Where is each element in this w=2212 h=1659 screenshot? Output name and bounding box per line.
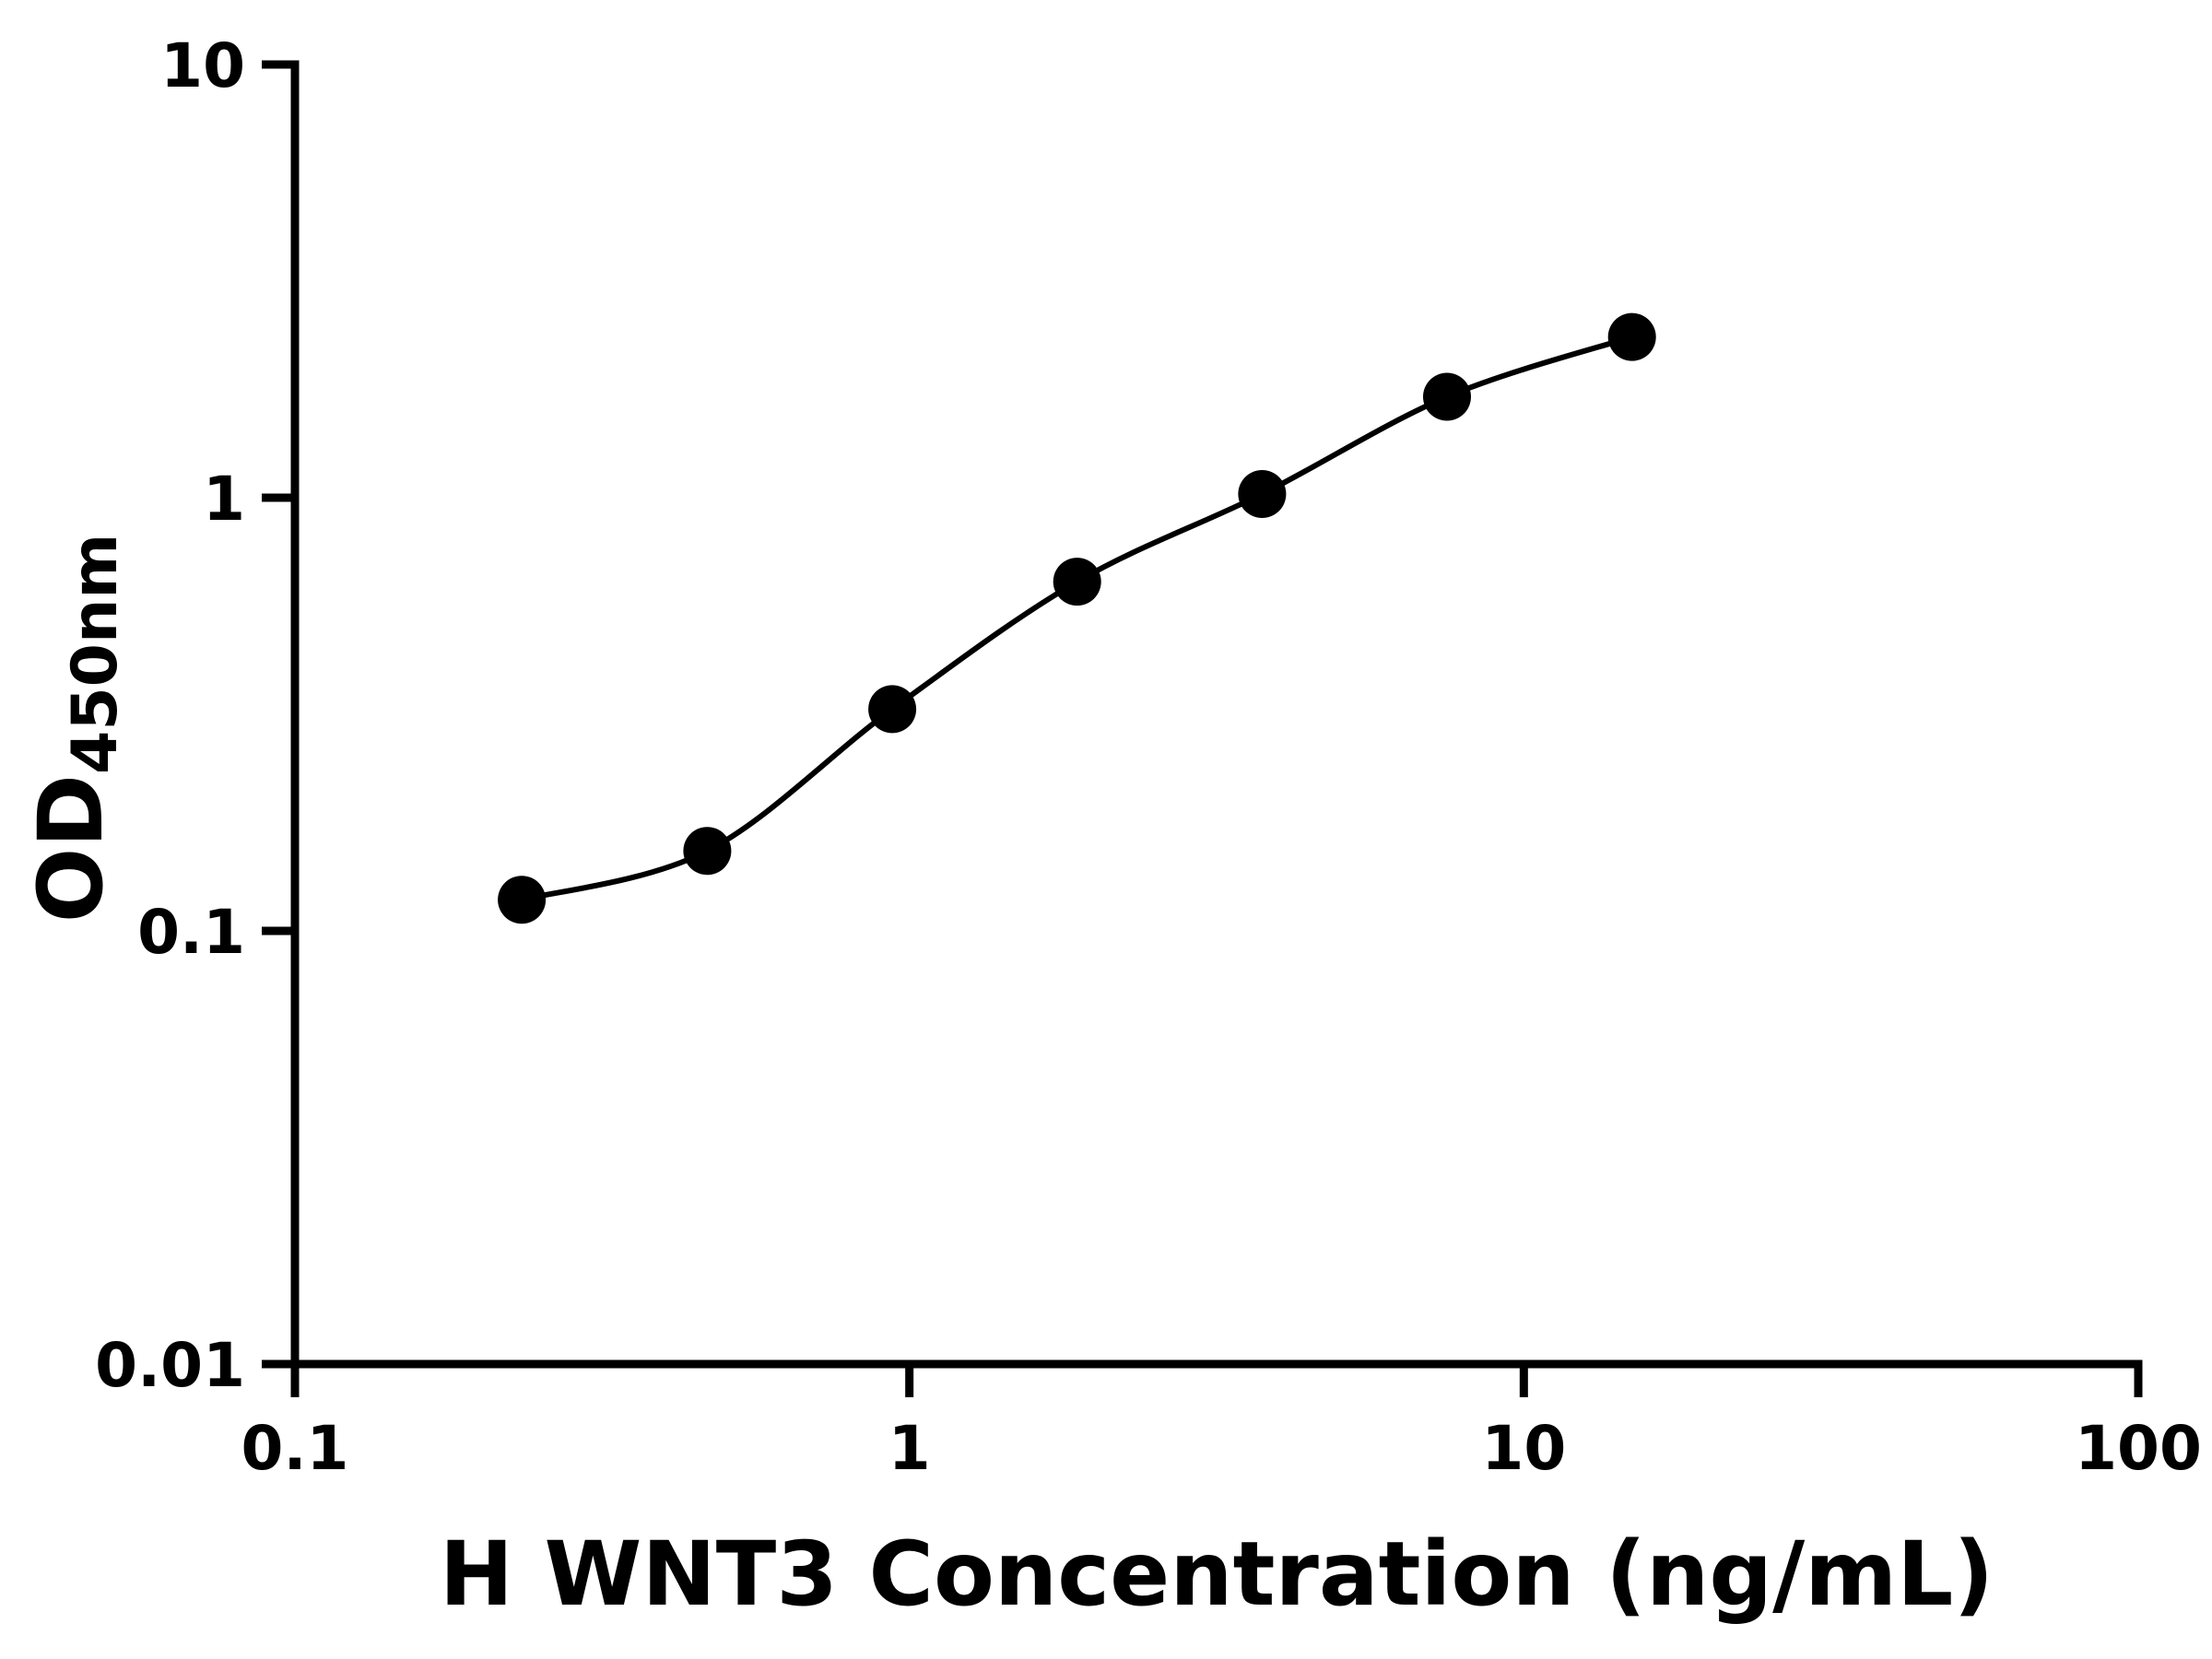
data-point	[868, 685, 917, 734]
x-tick-label: 0.1	[241, 1413, 349, 1484]
y-axis-title: OD450nm	[19, 534, 132, 924]
y-tick-label: 0.01	[95, 1330, 245, 1401]
data-point	[683, 827, 732, 876]
data-point	[1053, 558, 1101, 606]
y-tick-label: 10	[160, 30, 245, 101]
y-axis-title-base: OD	[19, 773, 123, 924]
y-tick-label: 0.1	[137, 897, 245, 968]
data-point	[1238, 470, 1287, 518]
fit-curve	[521, 334, 1633, 903]
x-axis-title: H WNT3 Concentration (ng/mL)	[439, 1523, 1994, 1626]
y-axis-title-subscript: 450nm	[59, 533, 132, 774]
x-tick-label: 1	[888, 1413, 931, 1484]
data-point	[1423, 372, 1471, 421]
data-point	[1607, 312, 1656, 361]
x-tick-label: 100	[2075, 1413, 2202, 1484]
x-tick-label: 10	[1481, 1413, 1566, 1484]
y-tick-label: 1	[203, 464, 245, 535]
data-point	[498, 876, 547, 924]
